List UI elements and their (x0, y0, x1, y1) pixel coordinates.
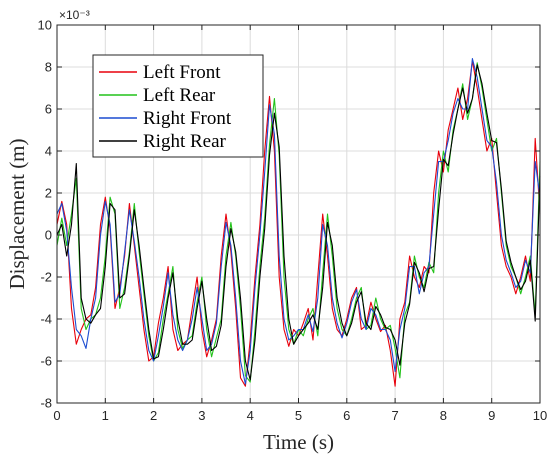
x-tick-label: 2 (150, 408, 157, 423)
x-tick-label: 7 (391, 408, 398, 423)
y-tick-label: -6 (40, 354, 52, 369)
legend-label-right-rear: Right Rear (143, 131, 227, 152)
y-tick-label: 4 (45, 144, 52, 159)
x-tick-label: 1 (102, 408, 109, 423)
x-tick-label: 9 (488, 408, 495, 423)
x-tick-label: 8 (440, 408, 447, 423)
x-tick-label: 0 (53, 408, 60, 423)
y-tick-label: -2 (40, 270, 52, 285)
y-tick-label: 0 (45, 228, 52, 243)
x-tick-label: 5 (295, 408, 302, 423)
y-tick-label: -4 (40, 312, 52, 327)
y-tick-label: 2 (45, 186, 52, 201)
y-axis-title: Displacement (m) (5, 138, 29, 289)
y-exponent-label: ×10⁻³ (59, 8, 90, 22)
x-tick-label: 6 (343, 408, 350, 423)
y-tick-label: 10 (38, 18, 52, 33)
y-tick-label: 6 (45, 102, 52, 117)
series-line-right-rear (56, 64, 541, 381)
legend-label-left-front: Left Front (143, 62, 221, 83)
y-tick-label: -8 (40, 396, 52, 411)
legend-label-right-front: Right Front (143, 108, 232, 129)
tick-labels: 0 1 2 3 4 5 6 7 8 9 10 -8 -6 -4 -2 0 2 4 6 8 10 (38, 18, 548, 424)
x-tick-label: 3 (198, 408, 205, 423)
y-tick-label: 8 (45, 60, 52, 75)
x-axis-title: Time (s) (263, 430, 334, 454)
axis-ticks (56, 24, 541, 404)
x-tick-label: 10 (533, 408, 547, 423)
legend-label-left-rear: Left Rear (143, 85, 216, 106)
x-tick-label: 4 (247, 408, 254, 423)
series-lines (56, 58, 541, 387)
